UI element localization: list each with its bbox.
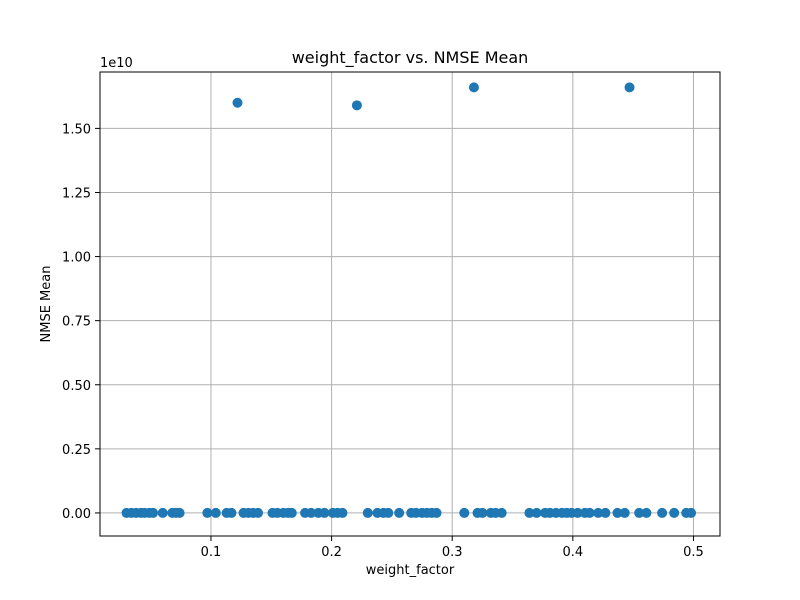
grid <box>100 72 720 536</box>
scatter-point <box>459 507 470 518</box>
y-axis-offset-label: 1e10 <box>100 56 133 71</box>
scatter-point <box>657 507 668 518</box>
y-tick-label: 0.50 <box>62 379 91 394</box>
scatter-point <box>286 507 297 518</box>
scatter-point <box>641 507 652 518</box>
scatter-point <box>468 82 479 93</box>
scatter-point <box>319 507 330 518</box>
x-tick-label: 0.5 <box>683 545 704 560</box>
y-axis: 0.00 0.25 0.50 0.75 1.00 1.25 1.50 <box>62 122 100 522</box>
y-tick-label: 0.75 <box>62 315 91 330</box>
y-tick-label: 1.25 <box>62 186 91 201</box>
scatter-point <box>593 507 604 518</box>
scatter-point <box>202 507 213 518</box>
y-tick-label: 1.50 <box>62 122 91 137</box>
scatter-point <box>584 507 595 518</box>
scatter-point <box>306 507 317 518</box>
scatter-point <box>431 507 442 518</box>
scatter-point <box>572 507 583 518</box>
scatter-point <box>362 507 373 518</box>
scatter-point <box>394 507 405 518</box>
scatter-point <box>337 507 348 518</box>
scatter-point <box>612 507 623 518</box>
scatter-point <box>634 507 645 518</box>
scatter-point <box>210 507 221 518</box>
scatter-point <box>619 507 630 518</box>
scatter-point <box>477 507 488 518</box>
scatter-point <box>383 507 394 518</box>
y-tick-label: 0.00 <box>62 507 91 522</box>
scatter-point <box>669 507 680 518</box>
scatter-point <box>624 82 635 93</box>
scatter-point <box>148 507 159 518</box>
scatter-point <box>686 507 697 518</box>
scatter-point <box>351 100 362 111</box>
scatter-point <box>524 507 535 518</box>
scatter-point <box>253 507 264 518</box>
x-axis-label: weight_factor <box>366 563 455 578</box>
plot-area <box>99 71 721 537</box>
scatter-point <box>496 507 507 518</box>
scatter-point <box>157 507 168 518</box>
x-tick-label: 0.3 <box>442 545 463 560</box>
y-tick-label: 1.00 <box>62 251 91 266</box>
scatter-point <box>174 507 185 518</box>
scatter-point <box>600 507 611 518</box>
x-tick-label: 0.1 <box>201 545 222 560</box>
scatter-point <box>232 97 243 108</box>
x-tick-label: 0.4 <box>562 545 583 560</box>
x-tick-label: 0.2 <box>321 545 342 560</box>
data-points <box>121 82 697 518</box>
chart-title: weight_factor vs. NMSE Mean <box>292 48 529 68</box>
scatter-point <box>226 507 237 518</box>
scatter-point <box>531 507 542 518</box>
x-axis: 0.1 0.2 0.3 0.4 0.5 <box>201 536 704 560</box>
y-tick-label: 0.25 <box>62 443 91 458</box>
y-axis-label: NMSE Mean <box>39 266 54 343</box>
